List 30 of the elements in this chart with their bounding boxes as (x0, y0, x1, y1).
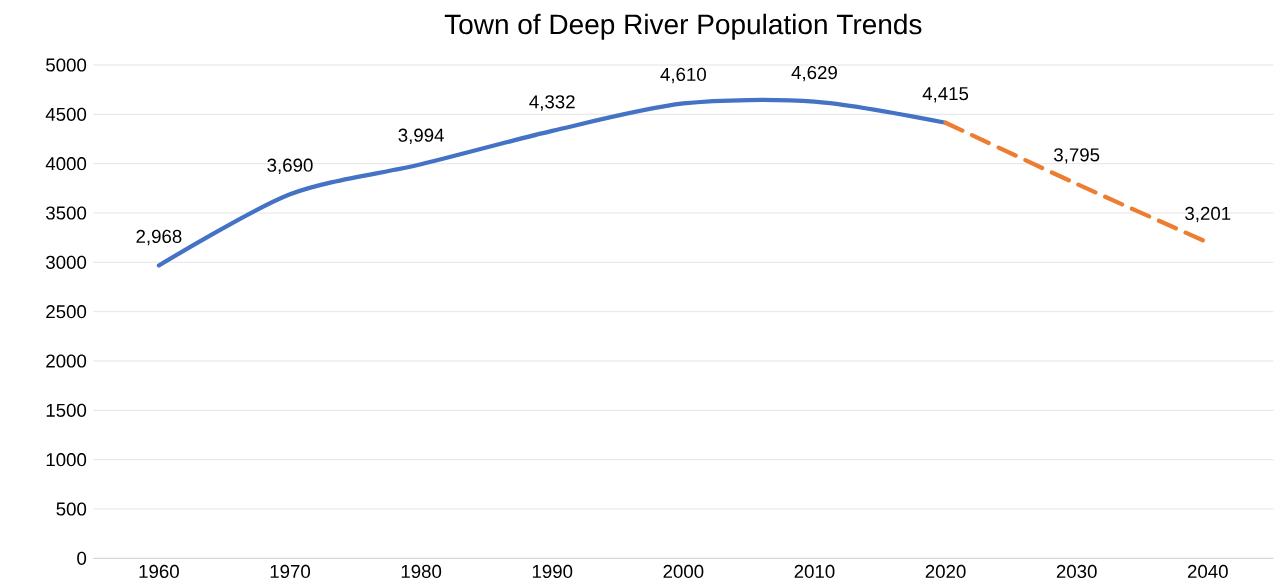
x-tick-label: 1990 (532, 564, 573, 579)
y-tick-label: 1000 (46, 453, 87, 467)
data-label: 3,201 (1185, 206, 1231, 223)
data-label: 3,795 (1054, 148, 1100, 164)
data-label: 4,610 (660, 67, 706, 84)
x-tick-label: 1980 (401, 564, 442, 579)
x-tick-label: 2020 (925, 564, 966, 579)
data-label: 3,690 (267, 158, 313, 174)
y-tick-label: 3500 (46, 206, 87, 220)
data-label: 3,994 (398, 128, 444, 144)
data-label: 4,415 (922, 87, 969, 103)
data-label: 2,968 (136, 229, 182, 246)
y-tick-label: 2500 (46, 305, 87, 319)
y-tick-label: 500 (56, 502, 87, 516)
y-tick-label: 3000 (46, 255, 87, 269)
y-tick-label: 2000 (46, 354, 87, 368)
x-tick-label: 2010 (794, 564, 835, 579)
x-tick-label: 1970 (270, 564, 311, 579)
y-tick-label: 4500 (45, 107, 87, 121)
y-tick-label: 0 (77, 551, 87, 565)
x-tick-label: 2040 (1187, 564, 1228, 579)
y-tick-label: 4000 (45, 157, 87, 171)
data-label: 4,629 (791, 65, 837, 82)
x-tick-label: 2000 (663, 564, 704, 579)
y-tick-label: 5000 (46, 58, 87, 72)
x-tick-label: 1960 (139, 564, 179, 579)
data-label: 4,332 (529, 95, 575, 111)
y-tick-label: 1500 (46, 403, 87, 417)
x-tick-label: 2030 (1056, 564, 1097, 579)
chart-title: Town of Deep River Population Trends (444, 13, 922, 40)
